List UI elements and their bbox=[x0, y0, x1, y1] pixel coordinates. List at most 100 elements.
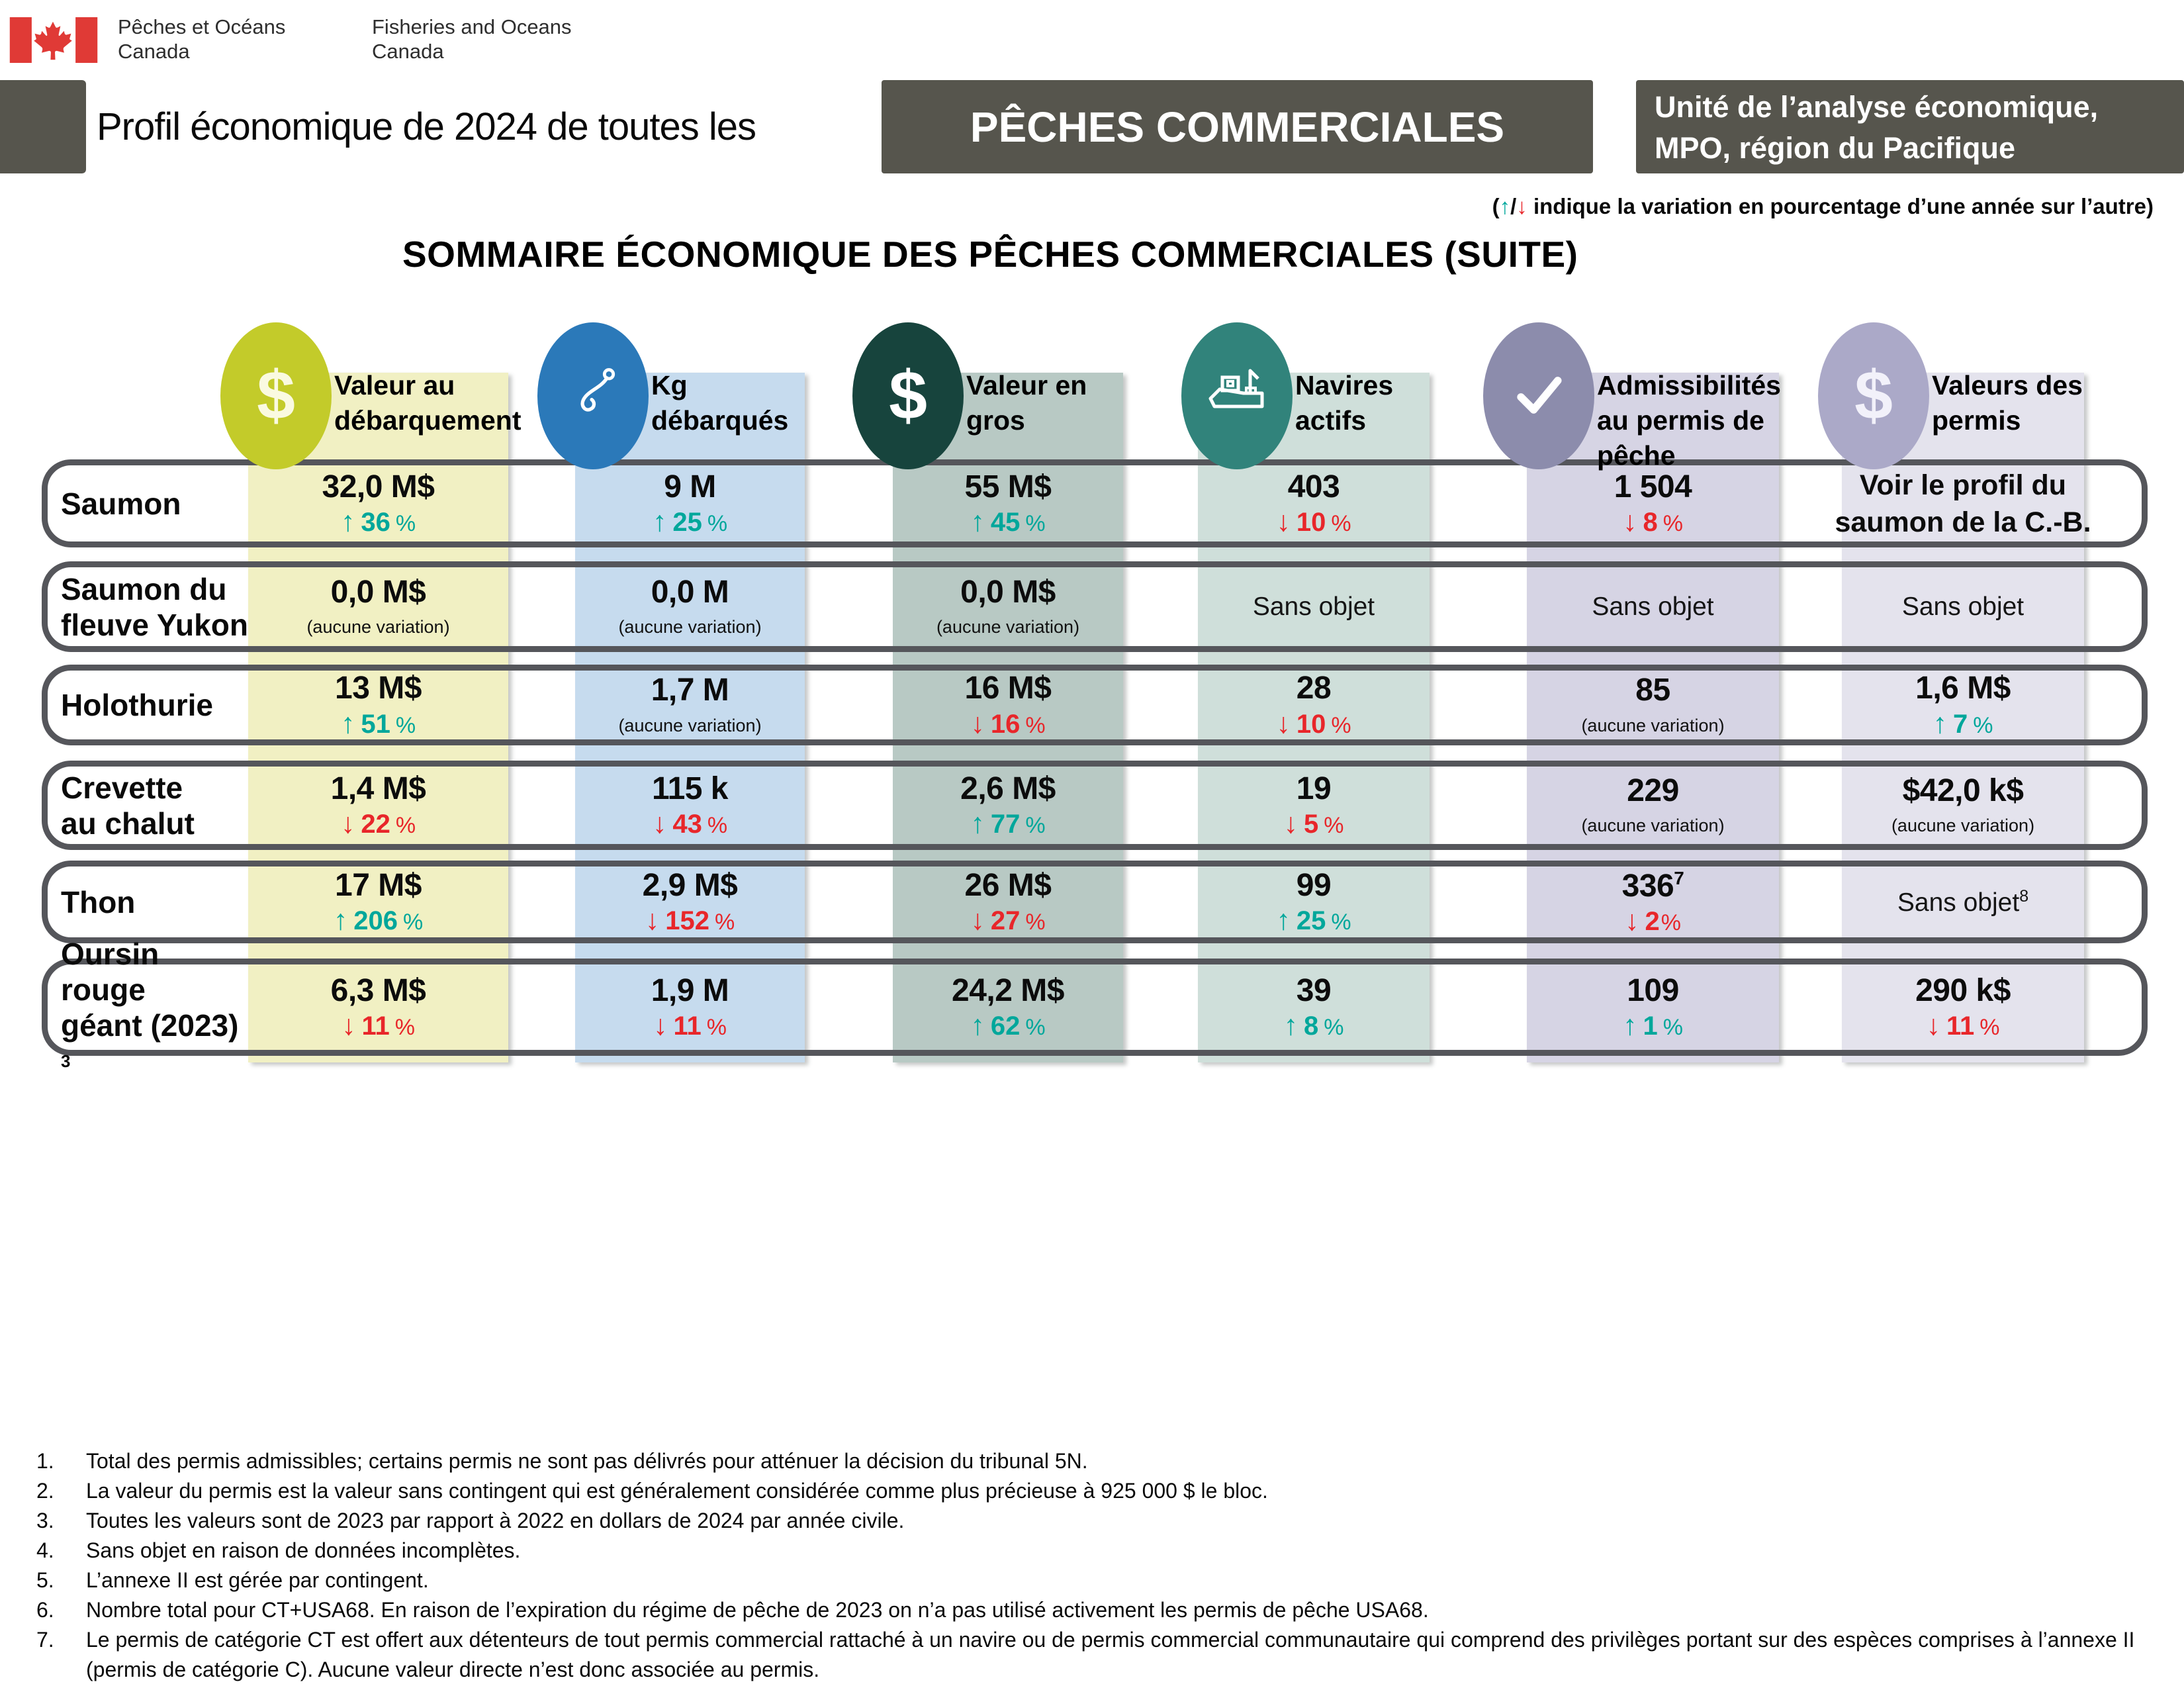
cell-change: ↓ 10% bbox=[1276, 506, 1351, 538]
dollar-icon: $ bbox=[257, 357, 295, 434]
cell-oursin-licence-values: 290 k$ ↓ 11% bbox=[1834, 959, 2092, 1056]
cell-saumon-landed-value: 32,0 M$ ↑ 36% bbox=[250, 459, 508, 547]
cell-crevette-active-vessels: 19 ↓ 5% bbox=[1185, 761, 1443, 850]
cell-value: 13 M$ bbox=[335, 671, 422, 706]
percent-sign: % bbox=[395, 511, 416, 537]
percent-sign: % bbox=[707, 511, 728, 537]
cell-value: 3367 bbox=[1621, 867, 1684, 904]
fishhook-icon bbox=[561, 363, 625, 430]
cell-change: ↑ 206% bbox=[333, 904, 424, 937]
cell-change: ↓ 10% bbox=[1276, 707, 1351, 739]
cell-change: ↓ 43% bbox=[652, 808, 728, 840]
percent-sign: % bbox=[1331, 511, 1351, 537]
cell-value: 1,4 M$ bbox=[330, 771, 426, 806]
up-arrow-icon: ↑ bbox=[340, 707, 355, 739]
percent-sign: % bbox=[395, 813, 416, 839]
up-arrow-icon: ↑ bbox=[340, 506, 355, 538]
cell-value: 0,0 M$ bbox=[960, 574, 1056, 610]
cell-value: 28 bbox=[1296, 671, 1332, 706]
percent-sign: % bbox=[1324, 1015, 1344, 1041]
cell-value: 9 M bbox=[664, 469, 716, 504]
metric-circle-kg-landed bbox=[537, 322, 649, 469]
ship-icon bbox=[1204, 361, 1270, 431]
percent-sign: % bbox=[1662, 1015, 1683, 1041]
footnote-7: 7. Le permis de catégorie CT est offert a… bbox=[36, 1625, 2151, 1685]
cell-change: ↓ 11% bbox=[653, 1009, 727, 1042]
down-arrow-icon: ↓ bbox=[1516, 194, 1527, 218]
up-arrow-icon: ↑ bbox=[970, 808, 985, 840]
cell-value: 39 bbox=[1296, 972, 1332, 1008]
cell-change: ↓ 27% bbox=[970, 904, 1046, 937]
percent-sign: % bbox=[1331, 910, 1351, 935]
cell-text: Sans objet bbox=[1901, 592, 2025, 621]
metric-circle-wholesale-value: $ bbox=[852, 322, 964, 469]
metric-circle-active-vessels bbox=[1181, 322, 1293, 469]
column-label-active-vessels: Navires actifs bbox=[1295, 370, 1394, 436]
row-box-thon bbox=[42, 861, 2148, 943]
cell-change: ↓ 5% bbox=[1283, 808, 1344, 840]
footnote-number: 1. bbox=[36, 1449, 54, 1473]
percent-sign: % bbox=[1025, 1015, 1046, 1041]
title-bar-left-block bbox=[0, 80, 86, 173]
cell-oursin-licence-eligibilities: 109 ↑ 1% bbox=[1524, 959, 1782, 1056]
column-label-landed-value: Valeur au débarquement bbox=[334, 370, 522, 436]
cell-crevette-landed-value: 1,4 M$ ↓ 22% bbox=[250, 761, 508, 850]
page-title-highlight: PÊCHES COMMERCIALES bbox=[882, 80, 1593, 173]
percent-sign: % bbox=[715, 910, 735, 935]
cell-thon-licence-values: Sans objet8 bbox=[1834, 861, 2092, 943]
cell-change: ↓ 11% bbox=[1926, 1009, 2000, 1042]
down-arrow-icon: ↓ bbox=[341, 1009, 356, 1042]
row-box-saumon-yukon bbox=[42, 561, 2148, 652]
cell-crevette-licence-values: $42,0 k$ (aucune variation) bbox=[1834, 761, 2092, 850]
cell-change: ↑ 62% bbox=[970, 1009, 1046, 1042]
footnote-text: Toutes les valeurs sont de 2023 par rapp… bbox=[86, 1509, 905, 1532]
column-band-licence-values bbox=[1842, 373, 2084, 1062]
cell-change: ↑ 25% bbox=[652, 506, 728, 538]
percent-sign: % bbox=[394, 1015, 416, 1041]
cell-value: 19 bbox=[1296, 771, 1332, 806]
down-arrow-icon: ↓ bbox=[1926, 1009, 1940, 1042]
dept-name-fr-line2: Canada bbox=[118, 40, 190, 63]
cell-change: ↑ 51% bbox=[340, 707, 416, 739]
down-arrow-icon: ↓ bbox=[1276, 506, 1291, 538]
footnote-ref: 7 bbox=[1674, 867, 1684, 888]
up-arrow-icon: ↑ bbox=[1283, 1009, 1298, 1042]
percent-sign: % bbox=[706, 1015, 727, 1041]
legend-slash: / bbox=[1510, 194, 1517, 218]
dept-name-en-line2: Canada bbox=[372, 40, 444, 63]
cell-change: ↓ 11% bbox=[341, 1009, 416, 1042]
row-label-thon: Thon bbox=[61, 884, 136, 919]
cell-value: 24,2 M$ bbox=[952, 972, 1064, 1008]
cell-change: ↓ 16% bbox=[970, 707, 1046, 739]
percent-sign: % bbox=[403, 910, 424, 935]
percent-sign: % bbox=[1324, 813, 1344, 839]
cell-value: 0,0 M bbox=[651, 574, 729, 610]
cell-value: 6,3 M$ bbox=[330, 972, 426, 1008]
down-arrow-icon: ↓ bbox=[970, 707, 985, 739]
footnote-text: Sans objet en raison de données incomplè… bbox=[86, 1538, 521, 1562]
footnote-text: Nombre total pour CT+USA68. En raison de… bbox=[86, 1598, 1429, 1622]
cell-note: (aucune variation) bbox=[936, 617, 1080, 637]
unit-box: Unité de l’analyse économique, MPO, régi… bbox=[1636, 80, 2184, 173]
cell-holothurie-licence-eligibilities: 85 (aucune variation) bbox=[1524, 665, 1782, 745]
down-arrow-icon: ↓ bbox=[653, 1009, 668, 1042]
dollar-icon: $ bbox=[1854, 357, 1893, 434]
footnote-4: 4. Sans objet en raison de données incomp… bbox=[36, 1536, 2151, 1566]
cell-note: (aucune variation) bbox=[618, 715, 762, 735]
checkmark-icon bbox=[1507, 363, 1570, 430]
cell-text: Sans objet8 bbox=[1897, 886, 2029, 917]
footnote-5: 5. L’annexe II est gérée par contingent. bbox=[36, 1566, 2151, 1595]
cell-change: ↑ 36% bbox=[340, 506, 416, 538]
up-arrow-icon: ↑ bbox=[333, 904, 348, 937]
column-band-active-vessels bbox=[1198, 373, 1430, 1062]
up-arrow-icon: ↑ bbox=[1623, 1009, 1637, 1042]
column-label-kg-landed: Kg débarqués bbox=[651, 370, 789, 436]
cell-thon-wholesale-value: 26 M$ ↓ 27% bbox=[879, 861, 1137, 943]
cell-value: 16 M$ bbox=[964, 671, 1052, 706]
percent-sign: % bbox=[1025, 813, 1046, 839]
row-box-oursin bbox=[42, 959, 2148, 1056]
up-arrow-icon: ↑ bbox=[652, 506, 667, 538]
cell-change: ↓ 152% bbox=[645, 904, 735, 937]
cell-holothurie-licence-values: 1,6 M$ ↑ 7% bbox=[1834, 665, 2092, 745]
up-arrow-icon: ↑ bbox=[1276, 904, 1291, 937]
